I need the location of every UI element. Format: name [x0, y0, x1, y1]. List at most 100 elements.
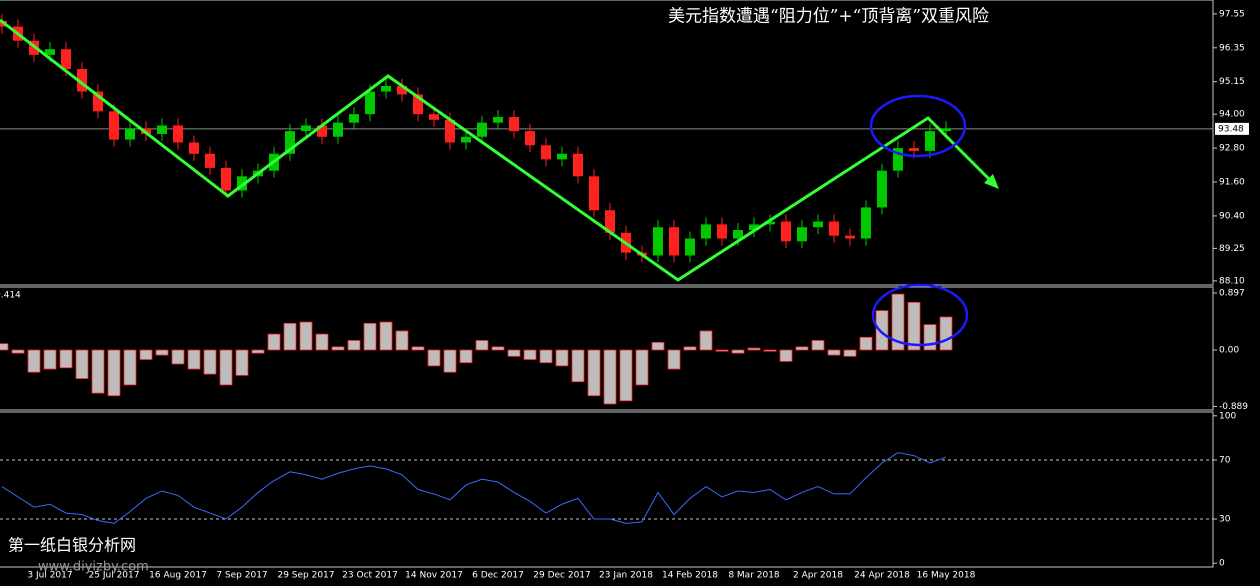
histogram-bar	[827, 349, 841, 356]
histogram-bar	[939, 316, 953, 351]
candle-body	[653, 227, 663, 256]
histogram-bar	[523, 349, 537, 360]
x-tick-label: 23 Jan 2018	[599, 571, 653, 581]
x-tick-label: 3 Jul 2017	[27, 571, 72, 581]
histogram-bar	[411, 346, 425, 351]
y-tick-label: 30	[1219, 514, 1231, 524]
chart-title: 美元指数遭遇“阻力位”+“顶背离”双重风险	[668, 7, 989, 27]
candle-body	[189, 142, 199, 154]
watermark: 第一纸白银分析网	[8, 536, 136, 555]
histogram-bar	[139, 349, 153, 360]
x-tick-label: 14 Nov 2017	[405, 571, 463, 581]
histogram-bar	[747, 347, 761, 351]
histogram-bar	[555, 349, 569, 367]
candle-body	[861, 207, 871, 239]
histogram-bar	[347, 340, 361, 351]
y-tick-label: 0	[1219, 559, 1225, 569]
candle-body	[893, 148, 903, 171]
y-tick-label: 94.00	[1219, 110, 1245, 120]
candle-body	[717, 224, 727, 239]
candle-body	[445, 119, 455, 143]
oscillator-panel-frame	[0, 286, 1214, 411]
indicator-label: 0.414	[0, 291, 21, 301]
candle-body	[557, 153, 567, 160]
x-tick-label: 16 May 2018	[917, 571, 976, 581]
histogram-bar	[395, 330, 409, 351]
histogram-bar	[187, 349, 201, 370]
y-tick-label: -0.889	[1219, 402, 1248, 412]
histogram-bar	[443, 349, 457, 373]
y-tick-label: 90.40	[1219, 211, 1245, 221]
candle-body	[541, 145, 551, 160]
candle-body	[285, 131, 295, 154]
x-tick-label: 29 Sep 2017	[277, 571, 334, 581]
histogram-bar	[507, 349, 521, 357]
histogram-bar	[91, 349, 105, 394]
candle-body	[669, 227, 679, 256]
histogram-bar	[875, 310, 889, 351]
candle-body	[397, 85, 407, 95]
histogram-bar	[331, 346, 345, 351]
histogram-bar	[75, 349, 89, 379]
histogram-bar	[379, 321, 393, 351]
histogram-bar	[795, 346, 809, 351]
y-tick-label: 97.55	[1219, 9, 1245, 19]
candle-body	[685, 238, 695, 256]
x-tick-label: 24 Apr 2018	[854, 571, 910, 581]
candle-body	[221, 167, 231, 191]
highlight-ellipse	[869, 94, 967, 158]
candle-body	[157, 125, 167, 134]
histogram-bar	[651, 341, 665, 351]
histogram-bar	[539, 349, 553, 364]
candle-body	[829, 221, 839, 236]
y-tick-label: 0.897	[1219, 289, 1245, 299]
histogram-bar	[683, 346, 697, 351]
histogram-bar	[155, 349, 169, 356]
current-price-box	[1215, 122, 1249, 135]
histogram-bar	[27, 349, 41, 373]
histogram-bar	[203, 349, 217, 375]
candle-body	[909, 148, 919, 151]
x-tick-label: 2 Apr 2018	[793, 571, 843, 581]
candle-body	[301, 125, 311, 132]
candle-body	[461, 136, 471, 143]
candle-body	[333, 122, 343, 137]
y-tick-label: 91.60	[1219, 177, 1245, 187]
trend-arrow	[0, 18, 994, 282]
histogram-bar	[491, 346, 505, 351]
candle-body	[381, 85, 391, 92]
histogram-bar	[219, 349, 233, 386]
histogram-bar	[59, 349, 73, 369]
candle-body	[173, 125, 183, 143]
watermark-url: www.diyizby.com	[38, 560, 149, 575]
histogram-bar	[11, 349, 25, 354]
histogram-bar	[363, 322, 377, 351]
histogram-bar	[907, 301, 921, 351]
candle-body	[509, 117, 519, 132]
marks: 97.55 96.35 95.15 94.00 92.80 91.60 90.40 89.25…	[0, 9, 1249, 581]
y-tick-label: 100	[1219, 411, 1236, 421]
histogram-bar	[667, 349, 681, 370]
x-tick-label: 14 Feb 2018	[662, 571, 718, 581]
candle-body	[813, 221, 823, 228]
histogram-bar	[107, 349, 121, 397]
y-tick-label: 95.15	[1219, 77, 1245, 87]
histogram-bar	[715, 349, 729, 352]
x-tick-label: 8 Mar 2018	[728, 571, 780, 581]
highlight-ellipse	[871, 283, 969, 347]
x-tick-label: 6 Dec 2017	[472, 571, 524, 581]
candle-body	[701, 224, 711, 239]
x-tick-label: 16 Aug 2017	[149, 571, 207, 581]
y-tick-label: 89.25	[1219, 244, 1245, 254]
y-tick-label: 92.80	[1219, 144, 1245, 154]
candle-body	[365, 91, 375, 115]
candle-body	[925, 131, 935, 151]
histogram-bar	[171, 349, 185, 365]
rsi-panel-frame	[0, 411, 1214, 568]
candle-body	[109, 111, 119, 140]
candle-body	[205, 153, 215, 168]
candle-body	[237, 176, 247, 191]
